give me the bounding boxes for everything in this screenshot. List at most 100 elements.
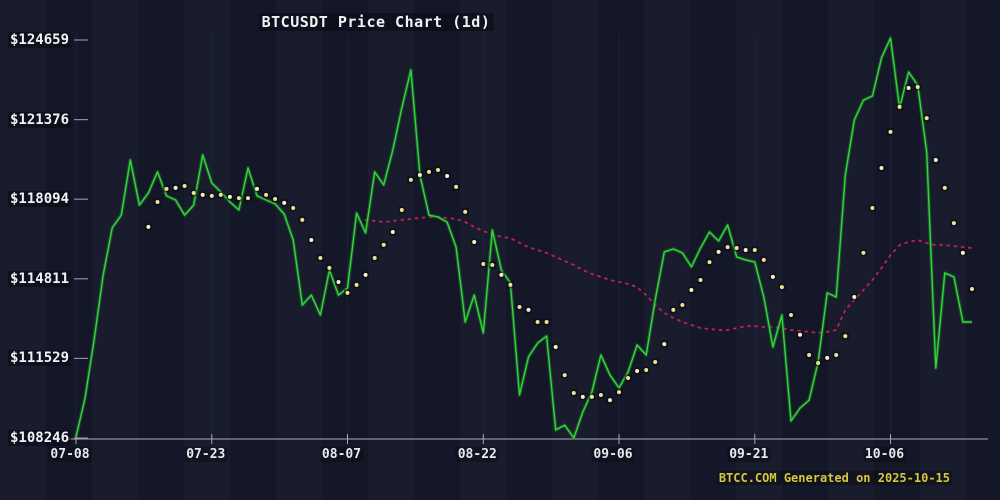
ma-short-dot — [598, 393, 603, 397]
ma-short-dot — [626, 376, 631, 380]
ma-short-dot — [318, 256, 323, 260]
ma-short-dot — [417, 173, 422, 177]
ma-short-dot — [752, 248, 757, 252]
ma-short-dot — [662, 342, 667, 347]
ma-short-dot — [761, 257, 766, 262]
y-axis-label: $118094 — [8, 191, 72, 208]
ma-short-dot — [445, 174, 450, 178]
ma-short-dot — [716, 249, 721, 254]
ma-short-dot — [390, 230, 395, 234]
price-line — [75, 37, 972, 439]
ma-short-dot — [209, 193, 214, 198]
x-axis-label: 08-22 — [455, 447, 499, 462]
ma-short-dot — [236, 196, 241, 201]
watermark-footer: BTCC.COM Generated on 2025-10-15 — [716, 471, 952, 485]
ma-short-dot — [191, 191, 196, 195]
ma-short-dot — [427, 169, 431, 174]
ma-short-dot — [970, 287, 974, 291]
ma-short-dot — [933, 158, 938, 162]
ma-short-dot — [553, 345, 558, 349]
x-axis-label: 07-23 — [184, 447, 228, 462]
x-axis-label: 07-08 — [48, 447, 92, 462]
ma-short-dot — [227, 194, 232, 199]
ma-short-dot — [300, 217, 305, 222]
ma-short-dot — [653, 360, 658, 364]
ma-short-dot — [372, 256, 377, 260]
ma-short-dot — [698, 278, 703, 282]
ma-short-dot — [164, 186, 169, 191]
ma-short-dot — [635, 369, 640, 373]
ma-short-dot — [155, 200, 160, 204]
ma-short-dot — [725, 245, 730, 250]
ma-short-dot — [779, 285, 784, 290]
ma-short-dot — [481, 262, 486, 266]
ma-short-dot — [770, 274, 775, 279]
ma-short-dot — [499, 272, 504, 277]
ma-short-dot — [454, 184, 459, 189]
ma-short-dot — [942, 185, 947, 190]
ma-short-dot — [707, 260, 712, 265]
ma-short-dot — [436, 168, 440, 172]
ma-short-dot — [644, 368, 649, 372]
x-axis-label: 08-07 — [319, 447, 364, 462]
y-axis-label: $111529 — [8, 350, 72, 367]
x-axis-label: 10-06 — [862, 447, 907, 462]
ma-short-dot — [834, 353, 839, 357]
ma-short-dot — [354, 282, 359, 287]
ma-short-dot — [789, 313, 793, 317]
ma-short-dot — [608, 398, 612, 403]
ma-short-dot — [816, 361, 821, 365]
ma-short-dot — [870, 206, 875, 210]
ma-short-dot — [309, 238, 314, 242]
y-axis-label: $114811 — [8, 270, 72, 287]
ma-short-dot — [246, 196, 250, 201]
ma-short-dot — [544, 320, 549, 324]
ma-short-dot — [146, 224, 151, 229]
ma-short-dot — [200, 192, 205, 197]
ma-short-dot — [535, 320, 540, 324]
chart-title: BTCUSDT Price Chart (1d) — [258, 13, 494, 31]
ma-short-dot — [825, 355, 830, 360]
ma-short-dot — [915, 85, 920, 89]
ma-short-dot — [906, 86, 911, 90]
ma-short-dot — [264, 192, 269, 197]
ma-short-dot — [218, 192, 223, 197]
ma-short-dot — [291, 206, 296, 210]
ma-short-dot — [408, 177, 413, 182]
ma-short-dot — [255, 186, 259, 191]
ma-short-dot — [807, 353, 812, 357]
ma-short-dot — [571, 391, 576, 395]
ma-short-dot — [589, 394, 594, 399]
y-axis-label: $124659 — [8, 32, 72, 48]
ma-short-dot — [336, 280, 341, 284]
ma-short-dot — [951, 221, 956, 226]
y-axis-label: $108246 — [8, 430, 72, 446]
ma-short-dot — [680, 303, 685, 307]
y-axis-label: $121376 — [8, 111, 72, 128]
ma-short-dot — [273, 197, 278, 201]
ma-long-dotted-line — [364, 216, 973, 334]
ma-short-dot — [517, 305, 522, 309]
ma-short-dot — [399, 208, 404, 212]
ma-short-dot — [843, 334, 848, 339]
ma-short-dot — [580, 394, 585, 399]
ma-short-dot — [897, 104, 902, 109]
ma-short-dot — [888, 129, 893, 134]
ma-short-dot — [879, 166, 884, 170]
x-axis-label: 09-06 — [591, 447, 635, 462]
ma-short-dot — [472, 240, 477, 244]
ma-short-dot — [463, 209, 468, 214]
ma-short-dot — [671, 307, 676, 312]
ma-short-dot — [852, 295, 857, 299]
ma-short-dot — [798, 332, 802, 337]
ma-short-dot — [924, 116, 929, 121]
ma-short-dot — [327, 265, 332, 270]
ma-short-dot — [562, 373, 567, 378]
ma-short-dot — [689, 288, 694, 292]
ma-short-dot — [617, 390, 621, 395]
ma-short-dot — [173, 185, 178, 190]
ma-short-dot — [381, 242, 386, 247]
x-axis-label: 09-21 — [727, 447, 771, 462]
